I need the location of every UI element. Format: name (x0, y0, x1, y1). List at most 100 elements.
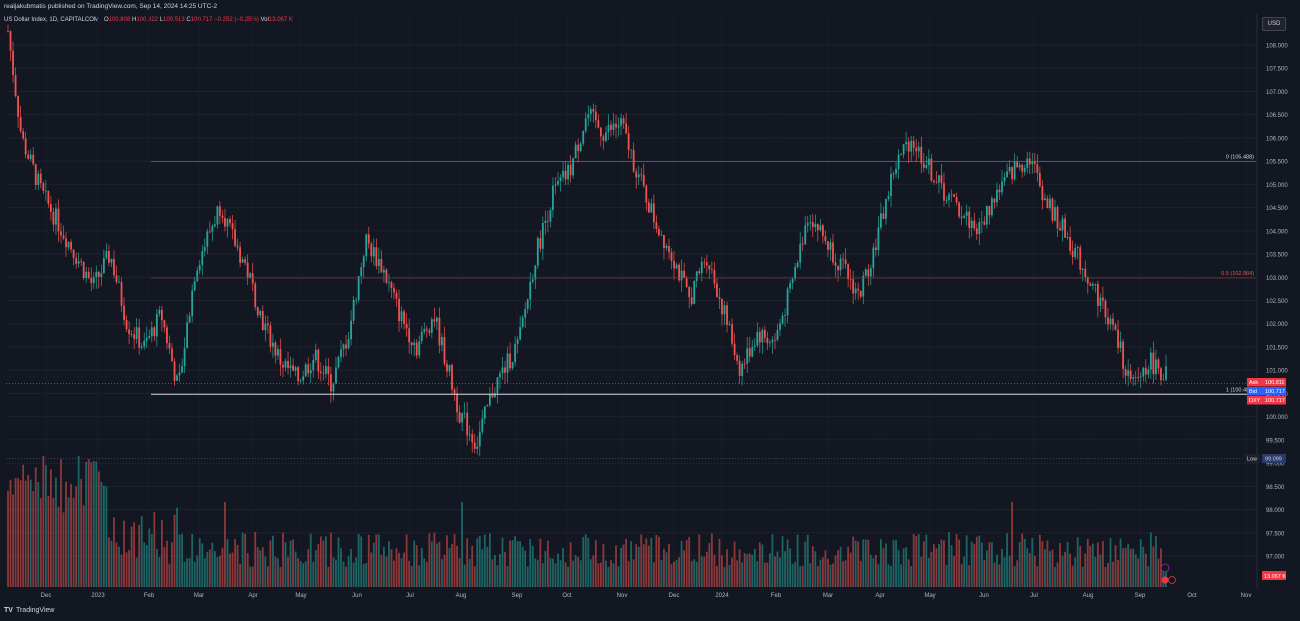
x-tick-label: Feb (144, 593, 155, 599)
symbol-name[interactable]: US Dollar Index, 1D, CAPITALCOM (4, 17, 99, 23)
volume-bar (554, 563, 557, 587)
volume-bar (779, 557, 781, 587)
price-axis[interactable]: 108.000 107.500 107.000 106.500 106.000 105.5… (1256, 14, 1300, 589)
candle (367, 226, 370, 249)
volume-bar (559, 560, 562, 587)
volume-bar (1021, 533, 1024, 587)
volume-bar (1109, 538, 1112, 587)
volume-bar (531, 546, 534, 587)
volume-bar (718, 538, 721, 587)
volume-bar (511, 540, 514, 587)
volume-bar (577, 557, 580, 587)
volume-bar (824, 550, 827, 587)
candle (385, 267, 388, 285)
volume-bar (640, 534, 643, 587)
candle (973, 212, 976, 231)
candle (716, 278, 718, 298)
volume-bar (171, 542, 173, 587)
volume-bar (504, 552, 506, 587)
volume-bar (1038, 534, 1041, 587)
volume-bar (728, 564, 731, 587)
volume-bar (1147, 566, 1150, 587)
volume-bar (274, 556, 277, 587)
volume-bar (307, 549, 310, 587)
candle (186, 314, 189, 349)
volume-bar (400, 558, 403, 587)
volume-bar (24, 480, 27, 587)
candle (774, 332, 776, 349)
y-tick-label: 105.000 (1266, 183, 1288, 189)
candle (519, 315, 522, 341)
volume-bar (973, 544, 976, 587)
candle (1109, 315, 1112, 330)
candle (1026, 151, 1029, 174)
candle (97, 270, 100, 289)
volume-bar (738, 549, 741, 587)
volume-bar (1124, 547, 1127, 587)
volume-bar (140, 516, 143, 587)
volume-bar (488, 533, 491, 587)
candle (324, 357, 327, 379)
x-tick-label: Sep (512, 593, 523, 599)
volume-bar (347, 556, 350, 587)
candle (332, 382, 335, 401)
candle (854, 282, 857, 300)
publisher-text: realjakubmatis published on TradingView.… (4, 3, 218, 10)
flag-icon[interactable] (1161, 576, 1169, 584)
candle (57, 199, 60, 242)
x-tick-label: Dec (669, 593, 680, 599)
currency-button[interactable]: USD (1262, 17, 1286, 31)
candle (269, 321, 272, 353)
candle (1134, 371, 1137, 386)
candle (564, 161, 567, 186)
candle (615, 114, 617, 139)
volume-bar (675, 559, 678, 587)
event-icon[interactable] (1168, 576, 1176, 584)
candle (138, 318, 141, 355)
candle (377, 247, 380, 274)
candle (473, 433, 476, 454)
candle (746, 336, 749, 374)
candle (821, 223, 824, 244)
candle (594, 104, 597, 129)
candle (491, 383, 494, 399)
volume-bar (145, 545, 148, 587)
candle (907, 137, 910, 164)
volume-bar (102, 485, 105, 587)
candle (7, 24, 9, 33)
x-tick-label: Apr (248, 593, 257, 599)
candle (342, 343, 345, 358)
volume-bar (1006, 533, 1008, 587)
candle (509, 342, 511, 372)
volume-bar (153, 512, 156, 587)
volume-bar (630, 541, 633, 587)
candle (758, 326, 761, 353)
candle (1155, 349, 1157, 380)
volume-bar (960, 563, 963, 587)
candle (171, 343, 173, 362)
y-tick-label: 104.000 (1266, 229, 1288, 235)
candle (867, 264, 870, 286)
candle (211, 223, 214, 241)
candle (264, 315, 267, 342)
volume-bar (897, 550, 900, 587)
volume-bar (1013, 565, 1016, 587)
volume-bar (1127, 543, 1130, 587)
price-tag-value: 100.717 (1265, 389, 1285, 395)
lightning-icon[interactable] (1160, 563, 1170, 573)
time-axis[interactable]: Dec 2023 Feb Mar Apr May Jun Jul Aug Sep Oct Nov Dec… (0, 589, 1257, 603)
candle (143, 332, 146, 350)
volume-bar (360, 536, 363, 587)
candle (943, 172, 945, 207)
y-tick-label: 103.000 (1266, 276, 1288, 282)
y-tick-label: 107.000 (1266, 90, 1288, 96)
candle (955, 192, 958, 206)
candle (582, 130, 585, 146)
volume-bar (736, 560, 739, 587)
candle (693, 280, 696, 305)
candle (272, 333, 274, 358)
volume-bar (1122, 548, 1125, 587)
candle (299, 378, 302, 383)
candle (796, 259, 799, 269)
